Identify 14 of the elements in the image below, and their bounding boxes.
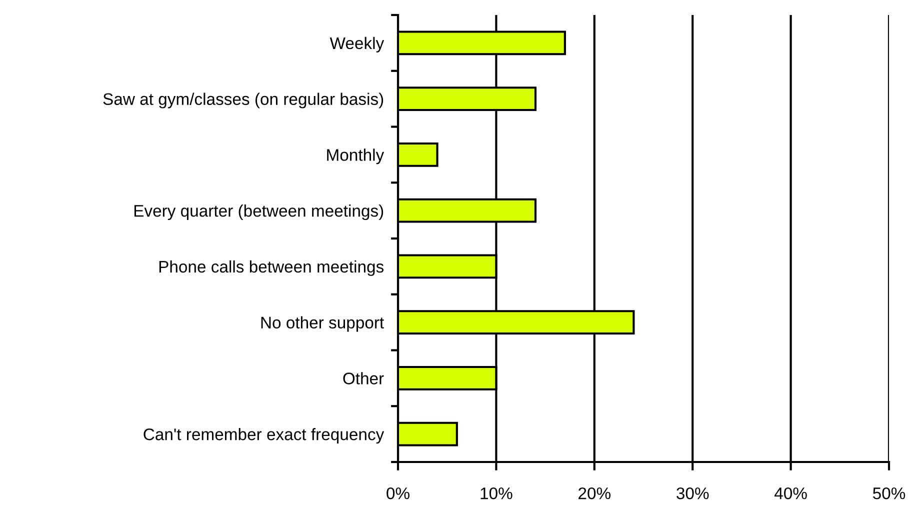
x-tick-label: 20% <box>578 487 610 500</box>
y-tick-label: Can't remember exact frequency <box>144 428 384 444</box>
x-tick-label: 0% <box>386 487 410 500</box>
y-tick-label: Monthly <box>327 148 384 164</box>
x-tick-label: 50% <box>872 487 906 500</box>
y-tick-label: No other support <box>261 316 384 332</box>
y-tick-label: Saw at gym/classes (on regular basis) <box>103 92 384 108</box>
y-tick-label: Weekly <box>330 36 384 52</box>
x-tick-label: 40% <box>774 487 807 500</box>
x-tick-label: 10% <box>480 487 512 500</box>
y-tick-label: Phone calls between meetings <box>159 260 384 276</box>
y-tick-label: Every quarter (between meetings) <box>134 204 384 220</box>
y-tick-label: Other <box>343 372 384 384</box>
x-tick-label: 30% <box>676 487 709 500</box>
